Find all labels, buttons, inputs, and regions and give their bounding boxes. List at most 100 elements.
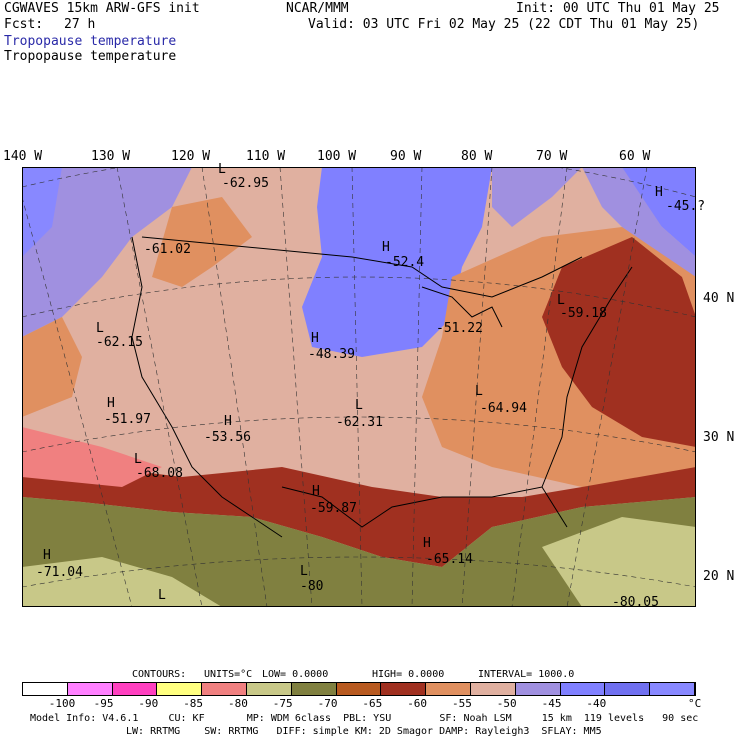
color-bar-tick-label: -65 bbox=[362, 697, 383, 710]
lat-label: 20 N bbox=[703, 569, 735, 584]
pressure-mark: L bbox=[355, 398, 363, 413]
pressure-mark: L bbox=[96, 321, 104, 336]
annotation-value: -68.08 bbox=[136, 466, 183, 481]
color-bar-tick-label: -70 bbox=[317, 697, 338, 710]
graticule-line bbox=[201, 167, 268, 607]
color-bar-swatch bbox=[202, 683, 247, 695]
pressure-mark: L bbox=[300, 564, 308, 579]
coastline bbox=[131, 236, 283, 538]
graticule-line bbox=[511, 167, 568, 607]
pressure-mark: L bbox=[218, 162, 226, 177]
annotation-value: -62.15 bbox=[96, 335, 143, 350]
annotation-value: -80 bbox=[300, 579, 324, 594]
field-region bbox=[152, 197, 252, 287]
pressure-mark: L bbox=[475, 384, 483, 399]
pressure-mark: H bbox=[107, 396, 115, 411]
pressure-mark: H bbox=[382, 240, 390, 255]
us-canada-border bbox=[141, 236, 583, 298]
color-bar-tick-label: -60 bbox=[407, 697, 428, 710]
annotation-value: -45.? bbox=[666, 199, 706, 214]
east-coast bbox=[541, 266, 633, 488]
valid-time: Valid: 03 UTC Fri 02 May 25 (22 CDT Thu … bbox=[308, 17, 700, 32]
annotation-value: -62.31 bbox=[336, 415, 383, 430]
color-bar-tick-label: -95 bbox=[93, 697, 114, 710]
annotation-value: -64.94 bbox=[480, 401, 527, 416]
graticule-line bbox=[22, 196, 133, 607]
color-bar-swatch bbox=[381, 683, 427, 695]
color-bar-tick-label: -80 bbox=[228, 697, 248, 710]
graticule-line bbox=[22, 556, 696, 588]
pressure-mark: L bbox=[158, 588, 166, 603]
contours-label: CONTOURS: bbox=[132, 669, 187, 680]
color-bar-swatch bbox=[112, 683, 158, 695]
field-region bbox=[622, 167, 696, 257]
lon-label: 140 W bbox=[3, 149, 43, 164]
annotation-value: -53.56 bbox=[204, 430, 251, 445]
field-region bbox=[22, 497, 696, 607]
gulf-coast bbox=[281, 486, 568, 528]
institution-label: NCAR/MMM bbox=[286, 1, 349, 16]
color-bar-swatch bbox=[246, 683, 292, 695]
field-region bbox=[22, 427, 162, 487]
annotation-value: -71.04 bbox=[36, 565, 83, 580]
annotation-value: -51.22 bbox=[436, 321, 483, 336]
lon-label: 130 W bbox=[91, 149, 131, 164]
color-bar-tick-label: -100 bbox=[48, 697, 76, 710]
forecast-hour: 27 h bbox=[64, 17, 96, 32]
physics-info: LW: RRTMG SW: RRTMG DIFF: simple KM: 2D … bbox=[126, 726, 602, 737]
color-bar-swatch bbox=[67, 683, 113, 695]
graticule-line bbox=[351, 167, 363, 607]
color-bar-tick-label: -90 bbox=[138, 697, 159, 710]
contours-high: HIGH= 0.0000 bbox=[372, 669, 445, 680]
color-bar-swatch bbox=[23, 683, 68, 695]
lon-label: 120 W bbox=[171, 149, 211, 164]
color-bar-swatch bbox=[291, 683, 337, 695]
contours-units: UNITS=°C bbox=[204, 669, 253, 680]
pressure-mark: H bbox=[655, 185, 663, 200]
field-region bbox=[582, 167, 696, 277]
graticule-line bbox=[279, 167, 313, 607]
field-region bbox=[22, 557, 222, 607]
annotation-value: -59.87 bbox=[310, 501, 357, 516]
graticule-line bbox=[411, 167, 423, 607]
forecast-label: Fcst: bbox=[4, 17, 44, 32]
color-bar-tick-label: -75 bbox=[272, 697, 293, 710]
graticule-line bbox=[461, 167, 493, 607]
color-bar-tick-label: -55 bbox=[452, 697, 472, 710]
color-bar-tick-label: -85 bbox=[183, 697, 204, 710]
lon-label: 70 W bbox=[536, 149, 568, 164]
annotation-value: -51.97 bbox=[104, 412, 151, 427]
contours-low: LOW= 0.0000 bbox=[262, 669, 329, 680]
color-bar-unit: °C bbox=[688, 697, 702, 710]
color-bar-swatch bbox=[515, 683, 561, 695]
pressure-mark: L bbox=[134, 452, 142, 467]
field-region bbox=[492, 167, 582, 227]
color-bar-swatch bbox=[336, 683, 382, 695]
field-region bbox=[302, 167, 492, 357]
model-title: CGWAVES 15km ARW-GFS init bbox=[4, 1, 200, 16]
color-bar-swatch bbox=[426, 683, 471, 695]
pressure-mark: H bbox=[312, 484, 320, 499]
pressure-mark: H bbox=[423, 536, 431, 551]
annotation-value: -59.18 bbox=[560, 306, 607, 321]
annotation-value: -62.95 bbox=[222, 176, 269, 191]
color-bar-swatch bbox=[560, 683, 606, 695]
color-bar-swatch bbox=[605, 683, 651, 695]
lat-label: 30 N bbox=[703, 430, 735, 445]
lon-label: 80 W bbox=[461, 149, 493, 164]
field-region bbox=[542, 517, 696, 607]
color-bar-swatch bbox=[650, 683, 695, 695]
graticule-line bbox=[566, 167, 648, 607]
lon-label: 110 W bbox=[246, 149, 286, 164]
annotation-value: -48.39 bbox=[308, 347, 355, 362]
field-title: Tropopause temperature bbox=[4, 49, 177, 64]
lon-label: 60 W bbox=[619, 149, 651, 164]
field-region bbox=[22, 447, 696, 567]
annotation-value: -52.4 bbox=[385, 255, 425, 270]
field-region bbox=[22, 167, 192, 337]
color-bar-tick-label: -40 bbox=[586, 697, 607, 710]
model-info: Model Info: V4.6.1 CU: KF MP: WDM 6class… bbox=[30, 713, 699, 724]
lat-label: 40 N bbox=[703, 291, 735, 306]
color-bar-tick-label: -45 bbox=[541, 697, 562, 710]
contours-interval: INTERVAL= 1000.0 bbox=[478, 669, 575, 680]
